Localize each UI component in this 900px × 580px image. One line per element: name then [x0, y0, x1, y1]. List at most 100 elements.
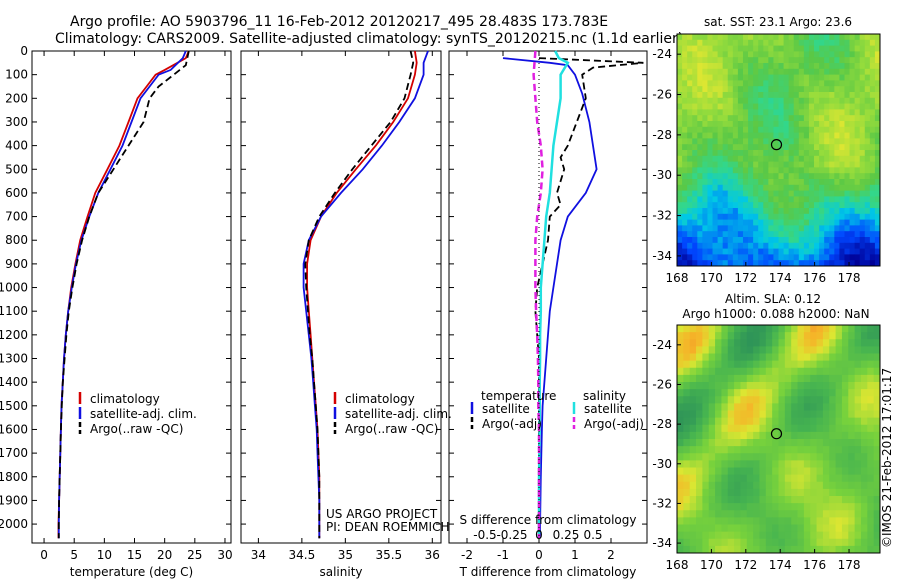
heatmap-cell [742, 184, 749, 191]
heatmap-cell [839, 155, 845, 162]
heatmap-cell [816, 367, 824, 376]
x-tick-label: 176 [803, 558, 826, 572]
heatmap-cell [773, 231, 779, 238]
heatmap-cell [834, 260, 840, 267]
heatmap-cell [849, 51, 856, 58]
heatmap-cell [746, 332, 754, 340]
heatmap-cell [791, 396, 798, 404]
heatmap-cell [803, 97, 810, 104]
heatmap-cell [844, 196, 850, 203]
heatmap-cell [803, 545, 811, 554]
heatmap-cell [829, 92, 835, 99]
heatmap-cell [765, 396, 773, 404]
heatmap-cell [784, 339, 792, 347]
series-line-temperature-2 [57, 50, 190, 539]
heatmap-cell [854, 531, 862, 540]
heatmap-cell [707, 92, 713, 99]
heatmap-cell [715, 538, 722, 547]
heatmap-cell [712, 173, 718, 180]
heatmap-cell [692, 97, 698, 104]
heatmap-cell [772, 481, 779, 490]
heatmap-cell [860, 453, 868, 461]
heatmap-cell [708, 510, 716, 518]
heatmap-cell [707, 202, 713, 209]
heatmap-cell [854, 63, 861, 70]
heatmap-cell [748, 202, 754, 209]
heatmap-cell [715, 439, 722, 447]
heatmap-cell [715, 496, 722, 504]
heatmap-cell [773, 68, 779, 75]
heatmap-cell [712, 57, 718, 64]
heatmap-cell [773, 115, 779, 122]
heatmap-cell [737, 150, 744, 157]
heatmap-cell [798, 150, 805, 157]
heatmap-cell [867, 531, 875, 540]
heatmap-cell [727, 360, 735, 369]
heatmap-cell [753, 225, 759, 232]
heatmap-cell [763, 74, 769, 81]
heatmap-cell [829, 179, 835, 186]
heatmap-cell [797, 360, 805, 369]
heatmap-cell [753, 138, 759, 145]
heatmap-cell [734, 460, 741, 468]
x-tick-label: 34 [251, 548, 266, 562]
heatmap-cell [803, 173, 810, 180]
heatmap-cell [841, 339, 849, 347]
heatmap-cell [697, 51, 703, 58]
heatmap-cell [788, 92, 795, 99]
heatmap-cell [784, 467, 792, 476]
heatmap-cell [793, 184, 800, 191]
heatmap-cell [765, 488, 773, 497]
heatmap-cell [677, 403, 684, 411]
heatmap-cell [797, 503, 805, 511]
heatmap-cell [816, 374, 824, 383]
heatmap-cell [759, 339, 767, 347]
heatmap-cell [746, 325, 754, 333]
map-title: Altim. SLA: 0.12 [725, 292, 821, 306]
heatmap-cell [798, 196, 805, 203]
heatmap-cell [772, 389, 779, 397]
heatmap-cell [702, 97, 708, 104]
heatmap-cell [763, 97, 769, 104]
heatmap-cell [829, 74, 835, 81]
heatmap-cell [732, 208, 739, 215]
heatmap-cell [683, 374, 691, 383]
heatmap-cell [797, 496, 805, 504]
heatmap-cell [717, 121, 724, 128]
heatmap-cell [759, 446, 767, 454]
heatmap-cell [753, 332, 760, 340]
heatmap-cell [778, 190, 784, 197]
heatmap-cell [808, 68, 815, 75]
heatmap-cell [864, 144, 871, 151]
heatmap-cell [860, 545, 868, 554]
heatmap-cell [746, 481, 754, 490]
heatmap-cell [849, 97, 856, 104]
heatmap-cells [677, 325, 881, 554]
heatmap-cell [677, 488, 684, 497]
heatmap-cell [867, 332, 875, 340]
heatmap-cell [737, 161, 744, 168]
heatmap-cell [829, 45, 835, 52]
heatmap-cell [717, 155, 724, 162]
heatmap-cell [702, 144, 708, 151]
heatmap-cell [864, 92, 871, 99]
heatmap-cell [715, 474, 722, 483]
heatmap-cell [784, 460, 792, 468]
heatmap-cell [746, 346, 754, 354]
heatmap-cell [859, 202, 866, 209]
y-tick-label: -32 [652, 209, 672, 223]
heatmap-cell [874, 51, 881, 58]
x-tick-label: -2 [461, 548, 473, 562]
heatmap-cell [677, 161, 683, 168]
heatmap-cell [814, 242, 820, 249]
heatmap-cell [784, 510, 792, 518]
heatmap-cell [783, 208, 790, 215]
heatmap-cell [742, 248, 749, 255]
heatmap-cell [763, 57, 769, 64]
heatmap-cell [860, 332, 868, 340]
heatmap-cell [742, 63, 749, 70]
heatmap-cell [841, 531, 849, 540]
heatmap-cell [844, 242, 850, 249]
heatmap-cell [692, 208, 698, 215]
heatmap-cell [683, 545, 691, 554]
